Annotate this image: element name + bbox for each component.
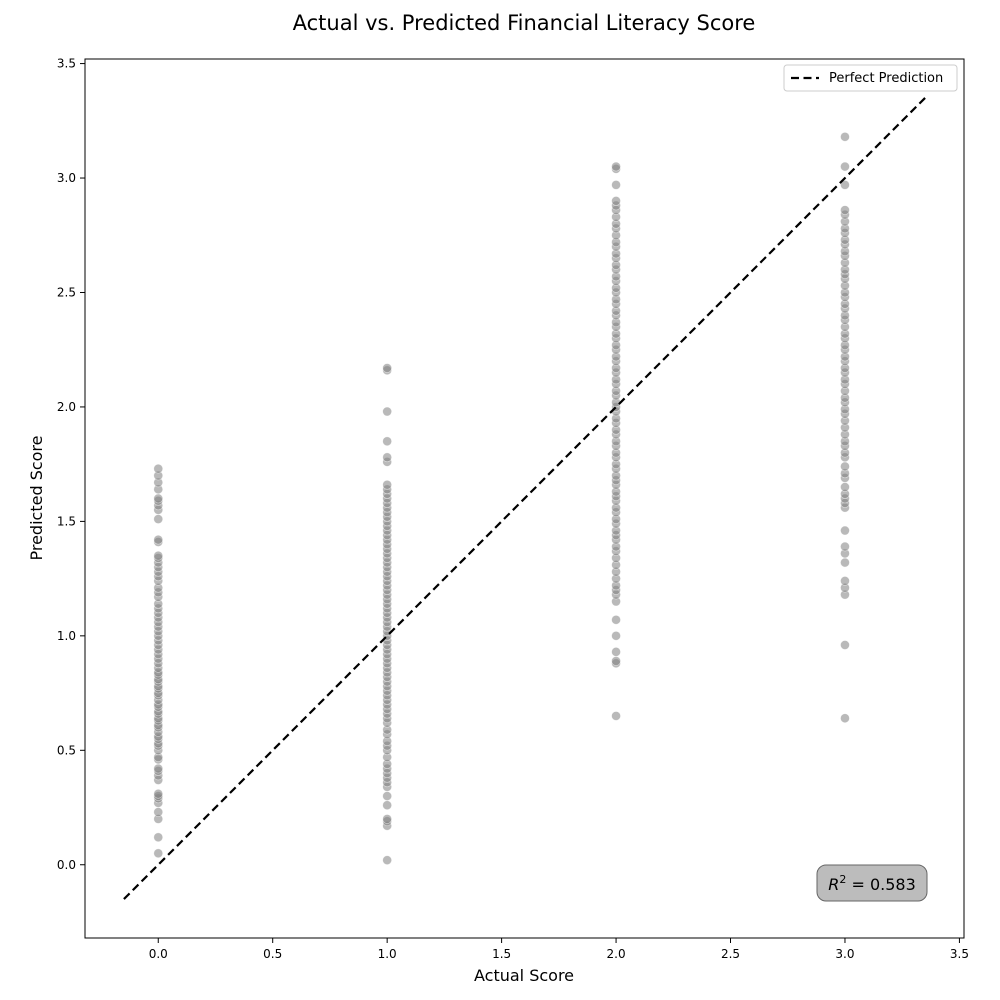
x-tick-label: 3.5 [950,947,969,961]
legend-entry-label: Perfect Prediction [829,71,943,86]
data-point [153,807,164,817]
data-point [611,615,621,625]
data-point [153,463,164,474]
x-tick-label: 0.0 [149,947,168,961]
legend: Perfect Prediction [783,64,958,92]
r-squared-annotation: R2 = 0.583 [816,864,928,902]
legend-box [783,64,958,92]
r-squared-box [816,864,928,902]
data-point [611,180,621,190]
data-point [153,514,164,524]
points-layer [153,132,850,865]
data-point [611,196,621,206]
data-point [382,791,392,801]
data-point [382,452,392,463]
data-point [840,557,850,568]
data-point [382,436,392,447]
data-point [382,406,392,417]
data-point [840,461,850,472]
y-tick-label: 1.5 [57,514,76,528]
r-squared-text: R2 = 0.583 [828,873,916,894]
data-point [611,631,621,641]
data-point [840,576,850,586]
y-tick-label: 3.0 [57,171,76,185]
y-tick-label: 3.5 [57,57,76,71]
y-tick-label: 1.0 [57,629,76,643]
x-tick-label: 1.5 [492,947,511,961]
data-point [611,656,621,666]
data-point [153,848,164,859]
data-point [840,640,850,650]
data-point [611,161,621,172]
y-tick-label: 0.0 [57,858,76,872]
perfect-prediction-line [123,97,926,900]
chart-title: Actual vs. Predicted Financial Literacy … [293,11,756,35]
data-point [153,788,164,799]
data-point [840,541,850,552]
data-point [840,713,850,724]
data-point [382,800,392,811]
data-point [153,534,164,545]
x-tick-label: 1.0 [378,947,397,961]
x-tick-label: 2.0 [607,947,626,961]
x-axis: 0.0 0.5 1.0 1.5 2.0 2.5 3.0 3.5 [149,938,969,961]
x-tick-label: 3.0 [835,947,854,961]
data-point [840,525,850,536]
x-axis-label: Actual Score [474,966,574,985]
y-tick-label: 2.5 [57,285,76,299]
data-point [840,161,850,172]
y-tick-label: 2.0 [57,400,76,414]
data-point [611,711,621,721]
data-point [153,493,164,504]
data-point [382,363,392,373]
plot-frame [84,58,965,939]
y-tick-label: 0.5 [57,743,76,757]
data-point [153,763,164,774]
data-point [611,647,621,657]
data-point [382,479,392,490]
data-point [840,180,850,190]
data-point [840,132,850,142]
data-point [840,482,850,492]
data-point [840,205,850,215]
data-point [153,550,164,561]
data-point [382,814,392,824]
y-axis: 0.0 0.5 1.0 1.5 2.0 2.5 3.0 3.5 [57,57,85,872]
x-tick-label: 0.5 [263,947,282,961]
data-point [153,832,164,843]
x-tick-label: 2.5 [721,947,740,961]
data-point [382,855,392,865]
y-axis-label: Predicted Score [27,435,46,560]
